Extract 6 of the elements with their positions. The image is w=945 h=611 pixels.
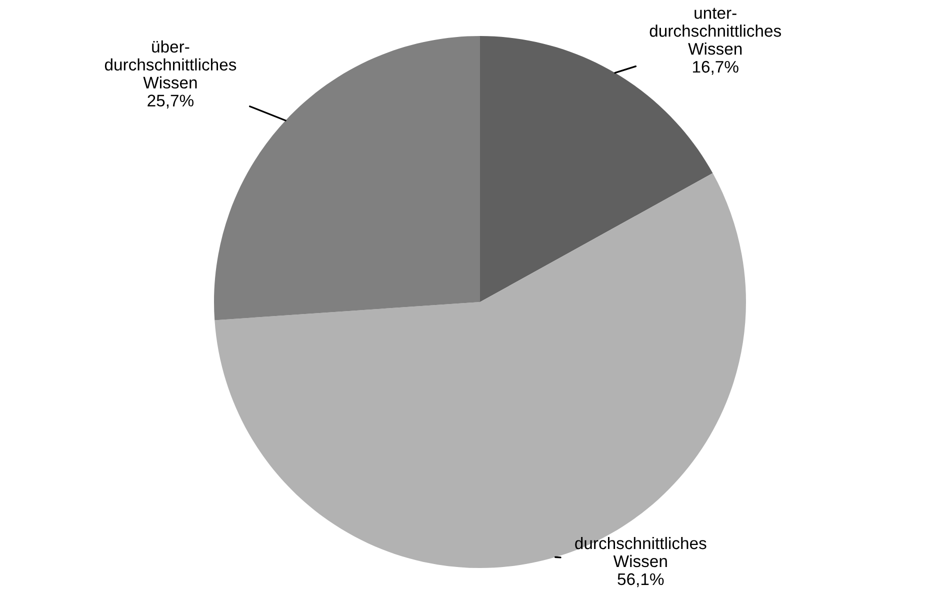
slice-label: durchschnittliches Wissen — [575, 536, 706, 568]
data-label: 16,7% — [692, 60, 738, 75]
data-label: 25,7% — [148, 94, 194, 108]
data-label: 56,1% — [618, 573, 664, 588]
slice-label: unter- durchschnittliches Wissen — [650, 8, 781, 55]
slice-label: über- durchschnittliches Wissen — [104, 40, 236, 89]
